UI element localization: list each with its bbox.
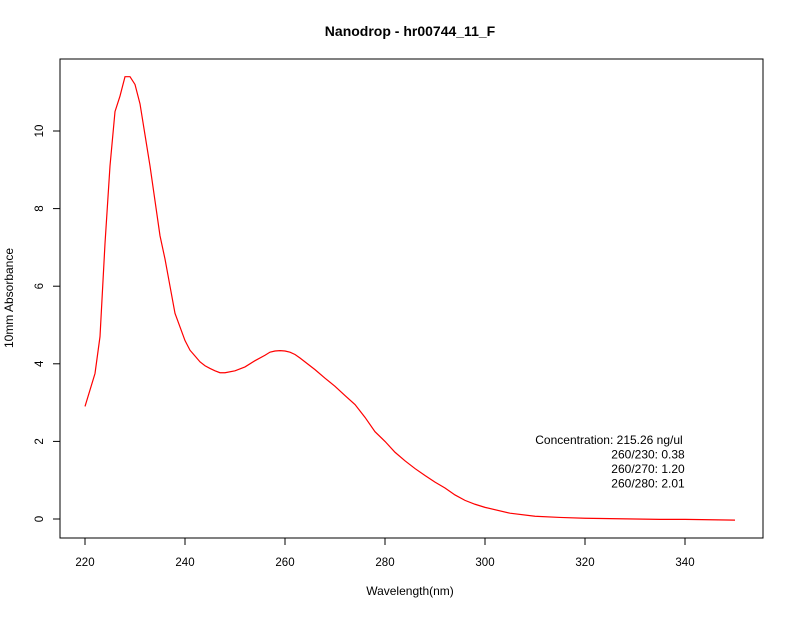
x-axis-label: Wavelength(nm)	[366, 584, 454, 598]
data-point	[159, 235, 160, 236]
data-point	[214, 370, 215, 371]
data-point	[94, 373, 95, 374]
y-tick-label: 0	[34, 516, 46, 522]
data-point	[99, 336, 100, 337]
y-tick-label: 2	[34, 438, 46, 444]
data-point	[104, 243, 105, 244]
data-point	[334, 386, 335, 387]
data-point	[559, 517, 560, 518]
data-point	[274, 350, 275, 351]
data-point	[164, 258, 165, 259]
x-axis: 220 240 260 280 300 320 340	[75, 537, 695, 569]
data-point	[199, 361, 200, 362]
data-point	[659, 519, 660, 520]
data-point	[484, 507, 485, 508]
data-point	[169, 286, 170, 287]
data-point	[189, 350, 190, 351]
data-point	[374, 431, 375, 432]
y-tick-label: 8	[34, 205, 46, 211]
data-point	[84, 406, 85, 407]
data-point	[124, 76, 125, 77]
data-point	[444, 487, 445, 488]
data-point	[709, 519, 710, 520]
data-point	[434, 482, 435, 483]
data-point	[184, 340, 185, 341]
data-point	[364, 417, 365, 418]
data-point	[284, 350, 285, 351]
data-point	[109, 165, 110, 166]
data-point	[344, 395, 345, 396]
data-point	[314, 369, 315, 370]
x-tick-label: 340	[675, 557, 694, 569]
data-point	[139, 103, 140, 104]
data-point	[299, 357, 300, 358]
data-point	[254, 360, 255, 361]
data-point	[134, 84, 135, 85]
data-point	[534, 516, 535, 517]
chart-title: Nanodrop - hr00744_11_F	[325, 23, 496, 39]
y-tick-label: 6	[34, 283, 46, 289]
data-point	[114, 111, 115, 112]
data-point	[264, 355, 265, 356]
data-point	[244, 366, 245, 367]
data-point	[394, 452, 395, 453]
data-point	[154, 200, 155, 201]
data-point	[289, 352, 290, 353]
data-point	[204, 365, 205, 366]
y-axis-label: 10mm Absorbance	[2, 248, 16, 348]
data-point	[219, 372, 220, 373]
data-point	[414, 468, 415, 469]
x-tick-label: 300	[475, 557, 494, 569]
data-point	[194, 355, 195, 356]
concentration-annotation: Concentration: 215.26 ng/ul	[535, 433, 682, 447]
x-tick-label: 240	[175, 557, 194, 569]
x-tick-label: 260	[275, 557, 294, 569]
data-point	[129, 76, 130, 77]
data-point	[509, 513, 510, 514]
data-point	[209, 368, 210, 369]
data-point	[734, 520, 735, 521]
y-tick-label: 10	[34, 125, 46, 138]
data-point	[279, 350, 280, 351]
data-point	[149, 165, 150, 166]
ratio-annotation: 260/280: 2.01	[611, 477, 685, 491]
data-point	[234, 370, 235, 371]
y-tick-label: 4	[34, 360, 46, 367]
ratio-annotation: 260/230: 0.38	[611, 448, 685, 462]
data-point	[174, 313, 175, 314]
data-point	[324, 378, 325, 379]
data-point	[354, 404, 355, 405]
data-point	[404, 460, 405, 461]
data-point	[269, 352, 270, 353]
x-tick-label: 220	[75, 557, 94, 569]
data-point	[684, 519, 685, 520]
data-point	[144, 134, 145, 135]
x-tick-label: 280	[375, 557, 394, 569]
x-tick-label: 320	[575, 557, 594, 569]
absorbance-series-line	[84, 76, 736, 521]
ratio-annotation: 260/270: 1.20	[611, 462, 685, 476]
data-point	[474, 504, 475, 505]
data-point	[119, 95, 120, 96]
data-point	[224, 372, 225, 373]
data-point	[304, 361, 305, 362]
data-point	[384, 441, 385, 442]
data-point	[294, 354, 295, 355]
data-point	[634, 518, 635, 519]
data-point	[454, 494, 455, 495]
data-point	[464, 500, 465, 501]
data-point	[584, 518, 585, 519]
data-point	[609, 518, 610, 519]
data-point	[424, 475, 425, 476]
data-point	[179, 326, 180, 327]
y-axis: 0 2 4 6 8 10	[34, 125, 61, 522]
